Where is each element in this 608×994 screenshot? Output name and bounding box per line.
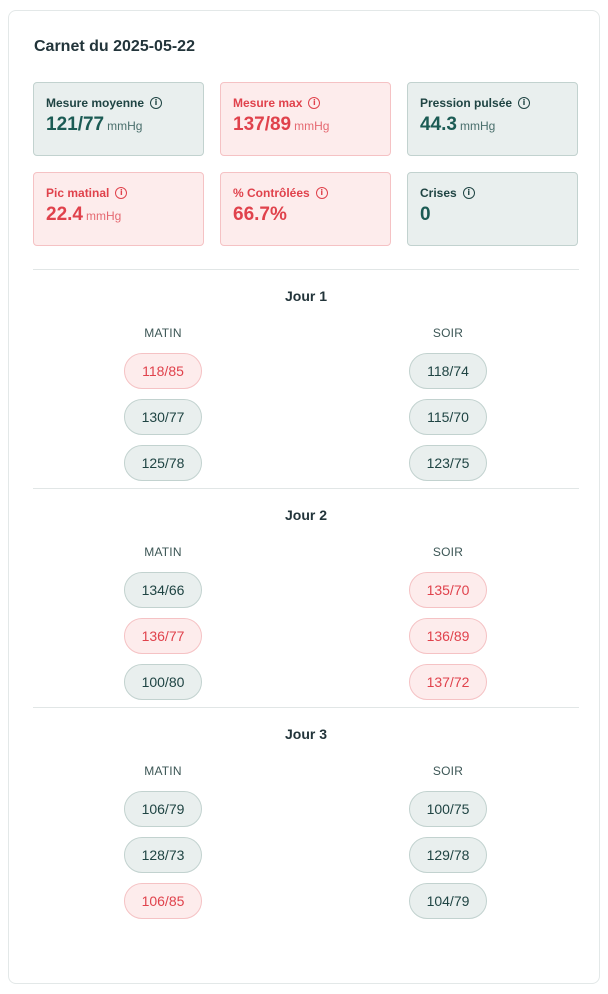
stat-card-controlled: % Contrôlées i 66.7% [220,172,391,246]
stat-label: Crises [420,186,457,200]
stat-label: Mesure moyenne [46,96,145,110]
stat-card-pulse-pressure: Pression pulsée i 44.3 mmHg [407,82,578,156]
day-title: Jour 2 [284,507,327,523]
reading-pill[interactable]: 118/85 [124,353,202,389]
morning-header: MATIN [144,764,182,778]
stat-label: Pic matinal [46,186,110,200]
stat-value: 121/77 [46,114,105,135]
reading-pill[interactable]: 106/85 [124,883,202,919]
reading-pill[interactable]: 128/73 [124,837,202,873]
stat-value-row: 22.4 mmHg [46,204,191,226]
stat-label-row: Mesure moyenne i [46,95,191,111]
day-section-1: Jour 1 MATIN 118/85 130/77 125/78 SOIR 1… [33,287,579,481]
stat-label-row: Crises i [420,185,565,201]
stat-label: Mesure max [233,96,303,110]
reading-pill[interactable]: 106/79 [124,791,202,827]
stat-value-row: 66.7% [233,204,378,226]
stat-card-average: Mesure moyenne i 121/77 mmHg [33,82,204,156]
stat-unit: mmHg [85,209,122,223]
stat-label-row: Mesure max i [233,95,378,111]
stat-value: 66.7% [233,204,287,225]
stat-value-row: 0 [420,204,565,226]
stat-unit: mmHg [107,119,143,133]
stat-card-max: Mesure max i 137/89 mmHg [220,82,391,156]
day-columns: MATIN 106/79 128/73 106/85 SOIR 100/75 1… [33,743,579,919]
reading-pill[interactable]: 135/70 [409,572,487,608]
stat-value-row: 137/89 mmHg [233,114,378,136]
reading-pill[interactable]: 115/70 [409,399,487,435]
evening-header: SOIR [432,545,464,559]
morning-header: MATIN [144,545,182,559]
stat-label-row: Pression pulsée i [420,95,565,111]
reading-pill[interactable]: 134/66 [124,572,202,608]
evening-header: SOIR [432,764,464,778]
info-icon[interactable]: i [315,187,328,199]
day-columns: MATIN 134/66 136/77 100/80 SOIR 135/70 1… [33,524,579,700]
stat-value: 137/89 [233,114,292,135]
stat-label-row: Pic matinal i [46,185,191,201]
section-divider [33,707,579,708]
stats-grid: Mesure moyenne i 121/77 mmHg Mesure max … [33,82,579,246]
reading-pill[interactable]: 118/74 [409,353,487,389]
reading-pill[interactable]: 130/77 [124,399,202,435]
stat-card-crises: Crises i 0 [407,172,578,246]
morning-header: MATIN [144,326,182,340]
info-icon[interactable]: i [115,187,128,199]
evening-header: SOIR [432,326,464,340]
stat-value: 44.3 [420,114,457,135]
stat-value-row: 44.3 mmHg [420,114,565,136]
stat-label: Pression pulsée [420,96,513,110]
day-section-3: Jour 3 MATIN 106/79 128/73 106/85 SOIR 1… [33,725,579,919]
info-icon[interactable]: i [462,187,475,199]
day-title: Jour 3 [284,726,327,742]
reading-pill[interactable]: 104/79 [409,883,487,919]
stat-unit: mmHg [294,119,330,133]
info-icon[interactable]: i [518,97,531,109]
day-section-2: Jour 2 MATIN 134/66 136/77 100/80 SOIR 1… [33,506,579,700]
info-icon[interactable]: i [150,97,163,109]
reading-pill[interactable]: 136/89 [409,618,487,654]
reading-pill[interactable]: 125/78 [124,445,202,481]
day-columns: MATIN 118/85 130/77 125/78 SOIR 118/74 1… [33,305,579,481]
reading-pill[interactable]: 123/75 [409,445,487,481]
section-divider [33,488,579,489]
stat-label: % Contrôlées [233,186,310,200]
stat-value: 0 [420,204,431,225]
reading-pill[interactable]: 137/72 [409,664,487,700]
stat-value: 22.4 [46,204,83,225]
stat-unit: mmHg [459,119,496,133]
reading-pill[interactable]: 136/77 [124,618,202,654]
stat-card-morning-peak: Pic matinal i 22.4 mmHg [33,172,204,246]
stat-value-row: 121/77 mmHg [46,114,191,136]
reading-pill[interactable]: 100/75 [409,791,487,827]
info-icon[interactable]: i [308,97,321,109]
logbook-card: Carnet du 2025-05-22 Mesure moyenne i 12… [8,10,600,984]
stat-label-row: % Contrôlées i [233,185,378,201]
day-title: Jour 1 [284,288,327,304]
page-title: Carnet du 2025-05-22 [34,38,195,55]
section-divider [33,269,579,270]
reading-pill[interactable]: 100/80 [124,664,202,700]
reading-pill[interactable]: 129/78 [409,837,487,873]
